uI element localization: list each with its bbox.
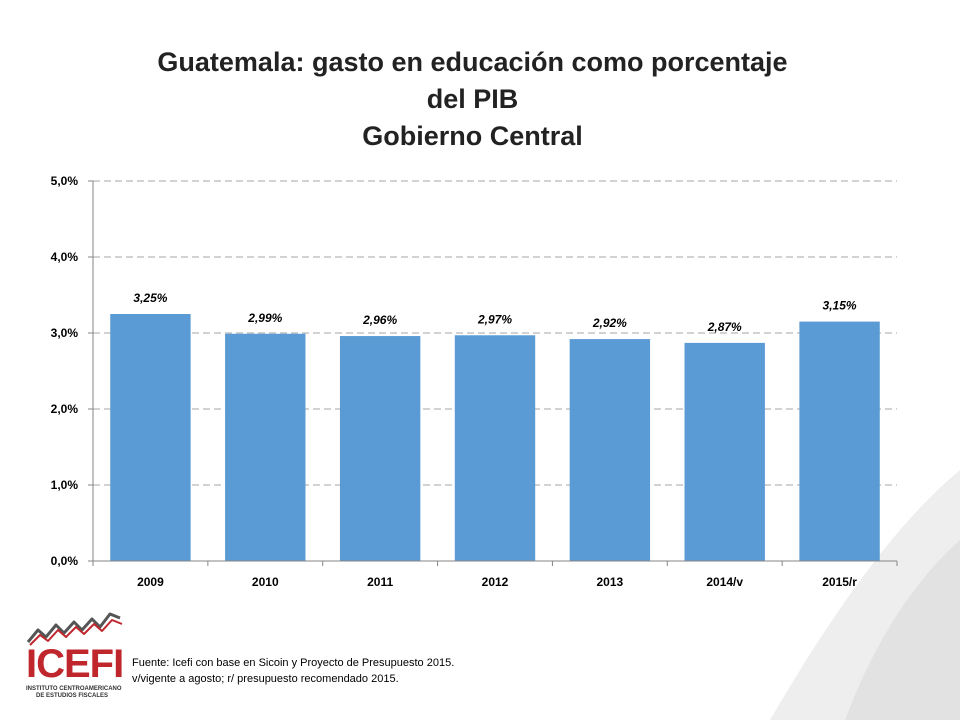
data-label: 3,15% — [823, 299, 857, 313]
bar — [339, 336, 421, 561]
x-tick-label: 2014/v — [706, 575, 743, 589]
source-line-2: v/vigente a agosto; r/ presupuesto recom… — [132, 673, 399, 685]
icefi-logo: ICEFI INSTITUTO CENTROAMERICANO DE ESTUD… — [26, 606, 126, 702]
x-tick-label: 2013 — [597, 575, 624, 589]
x-tick-label: 2009 — [137, 575, 164, 589]
data-label: 3,25% — [133, 291, 167, 305]
logo-subtitle-2: DE ESTUDIOS FISCALES — [36, 693, 109, 699]
bar — [799, 321, 880, 561]
data-label: 2,96% — [362, 313, 397, 327]
y-tick-label: 5,0% — [51, 174, 79, 188]
y-tick-label: 0,0% — [51, 554, 79, 568]
data-label: 2,97% — [477, 312, 512, 326]
bar — [225, 333, 306, 561]
bar — [569, 339, 651, 561]
chart-title: Guatemala: gasto en educación como porce… — [0, 44, 945, 155]
data-label: 2,92% — [592, 316, 627, 330]
logo-wordmark: ICEFI — [26, 642, 124, 686]
data-label: 2,87% — [707, 320, 742, 334]
y-tick-label: 3,0% — [51, 326, 79, 340]
x-tick-label: 2015/r — [822, 575, 857, 589]
title-line-3: Gobierno Central — [362, 121, 583, 151]
x-tick-label: 2012 — [482, 575, 509, 589]
source-line-1: Fuente: Icefi con base en Sicoin y Proye… — [132, 657, 455, 669]
logo-zigzag-graphic — [26, 612, 123, 646]
x-tick-label: 2011 — [367, 575, 393, 589]
y-tick-label: 4,0% — [51, 250, 79, 264]
swoosh-band-inner — [845, 540, 960, 720]
data-label: 2,99% — [247, 311, 282, 325]
bar — [684, 342, 765, 561]
x-tick-label: 2010 — [252, 575, 279, 589]
logo-subtitle-1: INSTITUTO CENTROAMERICANO — [26, 686, 122, 692]
bar — [454, 335, 536, 561]
title-line-2: del PIB — [426, 84, 519, 114]
y-tick-label: 2,0% — [51, 402, 79, 416]
bar — [110, 314, 191, 561]
y-tick-label: 1,0% — [51, 478, 79, 492]
title-line-1: Guatemala: gasto en educación como porce… — [157, 47, 788, 77]
source-note: Fuente: Icefi con base en Sicoin y Proye… — [132, 655, 454, 687]
